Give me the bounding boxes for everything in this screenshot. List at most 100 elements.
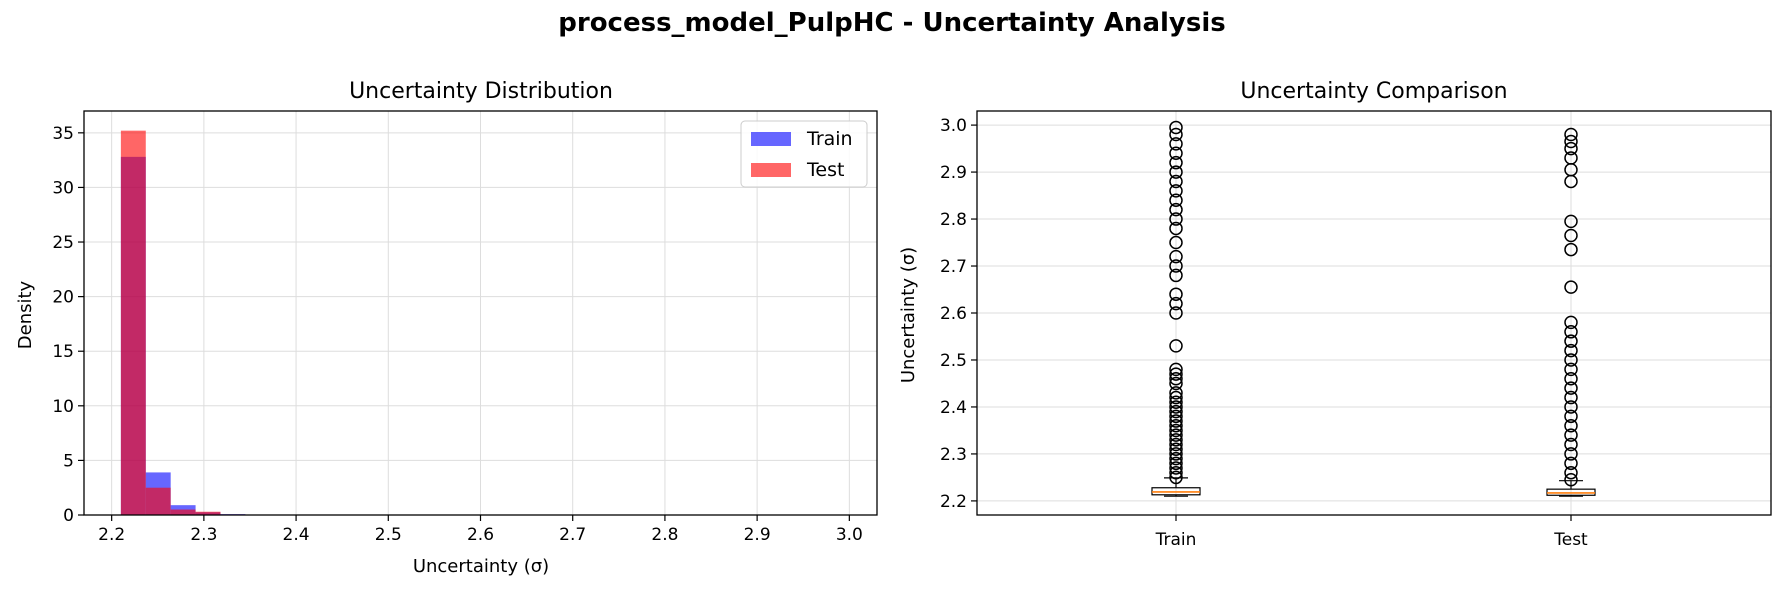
hist-ylabel: Density xyxy=(15,280,36,349)
hist-legend-label-test: Test xyxy=(806,159,844,181)
box-outlier-train xyxy=(1169,372,1183,386)
box-xtick-label-train: Train xyxy=(1155,530,1197,550)
hist-bar-test xyxy=(120,130,146,515)
box-ytick-label: 2.5 xyxy=(940,351,967,371)
box-outlier-test xyxy=(1564,127,1578,142)
box-ytick-label: 2.6 xyxy=(940,304,967,324)
hist-ytick-label: 10 xyxy=(52,397,74,417)
box-outlier-train xyxy=(1169,362,1183,377)
hist-ytick-label: 30 xyxy=(52,178,74,198)
box-ytick-label: 3.0 xyxy=(940,116,967,136)
box-outlier-train xyxy=(1169,433,1183,447)
box-outlier-train xyxy=(1169,451,1183,466)
hist-legend-label-train: Train xyxy=(806,128,853,150)
box-outlier-test xyxy=(1564,280,1578,294)
box-outlier-train xyxy=(1169,409,1183,424)
box-outlier-test xyxy=(1564,151,1578,165)
hist-ytick-label: 20 xyxy=(52,288,74,308)
box-outlier-test xyxy=(1564,418,1578,433)
box-outlier-train xyxy=(1169,120,1183,135)
hist-ytick-label: 35 xyxy=(52,124,74,144)
hist-xtick-label: 2.5 xyxy=(375,525,402,545)
box-ytick-label: 2.7 xyxy=(940,257,967,277)
hist-ytick-label: 5 xyxy=(63,451,74,471)
box-outlier-train xyxy=(1169,470,1183,485)
box-outlier-test xyxy=(1564,381,1578,395)
box-outlier-train xyxy=(1169,442,1183,456)
box-outlier-train xyxy=(1169,456,1183,471)
hist-xtick-label: 2.7 xyxy=(559,525,586,545)
box-outlier-train xyxy=(1169,423,1183,438)
box-ytick-label: 2.4 xyxy=(940,398,967,418)
hist-legend-swatch-train xyxy=(751,132,791,146)
hist-xtick-label: 2.9 xyxy=(744,525,771,545)
box-ytick-label: 2.9 xyxy=(940,163,967,183)
hist-xtick-label: 2.4 xyxy=(283,525,310,545)
box-outlier-train xyxy=(1169,428,1183,442)
box-outlier-train xyxy=(1169,268,1183,283)
box-outlier-train xyxy=(1169,386,1183,400)
box-outlier-train xyxy=(1169,146,1183,161)
box-outlier-test xyxy=(1564,242,1578,257)
hist-bar-test xyxy=(195,511,221,515)
box-outlier-train xyxy=(1169,447,1183,461)
box-outlier-test xyxy=(1564,400,1578,414)
hist-ytick-label: 25 xyxy=(52,233,74,253)
box-outlier-train xyxy=(1169,193,1183,208)
box-outlier-train xyxy=(1169,127,1183,142)
hist-title: Uncertainty Distribution xyxy=(349,79,613,104)
box-outlier-train xyxy=(1169,395,1183,410)
box-outlier-test xyxy=(1564,390,1578,405)
hist-bar-test xyxy=(170,509,196,515)
box-outlier-test xyxy=(1564,409,1578,424)
box-outlier-test xyxy=(1564,372,1578,386)
box-plot: 2.2 2.3 2.4 2.5 2.6 2.7 2.8 2.9 3.0 Train Test xyxy=(940,110,1772,550)
box-outlier-train xyxy=(1169,137,1183,151)
box-outlier-train xyxy=(1169,367,1183,381)
hist-xlabel: Uncertainty (σ) xyxy=(413,556,549,577)
box-outlier-train xyxy=(1169,306,1183,320)
hist-bar-test xyxy=(145,487,171,515)
box-outlier-test xyxy=(1564,134,1578,149)
box-ytick-label: 2.8 xyxy=(940,210,967,230)
box-outlier-test xyxy=(1564,228,1578,243)
hist-xtick-label: 3.0 xyxy=(836,525,863,545)
box-outlier-test xyxy=(1564,334,1578,348)
box-outlier-train xyxy=(1169,404,1183,419)
box-outlier-train xyxy=(1169,174,1183,189)
hist-plot: 2.2 2.3 2.4 2.5 2.6 2.7 2.8 2.9 3.0 0 5 10 15 20 25 30 3… xyxy=(52,110,878,545)
box-outlier-test xyxy=(1564,456,1578,471)
box-outlier-test xyxy=(1564,362,1578,377)
box-outlier-train xyxy=(1169,287,1183,301)
box-ytick-label: 2.3 xyxy=(940,445,967,465)
box-ytick-label: 2.2 xyxy=(940,492,967,512)
hist-xtick-label: 2.2 xyxy=(98,525,125,545)
box-outlier-train xyxy=(1169,221,1183,236)
hist-xtick-label: 2.6 xyxy=(467,525,494,545)
box-outlier-train xyxy=(1169,390,1183,405)
box-outlier-train xyxy=(1169,465,1183,480)
box-outlier-test xyxy=(1564,343,1578,358)
hist-ytick-label: 15 xyxy=(52,342,74,362)
box-title: Uncertainty Comparison xyxy=(1240,79,1507,104)
box-outlier-train xyxy=(1169,339,1183,353)
box-outlier-train xyxy=(1169,437,1183,452)
box-outlier-test xyxy=(1564,437,1578,452)
box-outlier-train xyxy=(1169,165,1183,179)
box-outlier-train xyxy=(1169,184,1183,198)
figure-suptitle: process_model_PulpHC - Uncertainty Analy… xyxy=(558,8,1226,38)
box-outlier-train xyxy=(1169,418,1183,433)
box-outlier-test xyxy=(1564,447,1578,461)
box-outlier-train xyxy=(1169,235,1183,250)
box-xtick-label-test: Test xyxy=(1553,530,1588,550)
box-outlier-train xyxy=(1169,212,1183,226)
hist-xtick-label: 2.8 xyxy=(651,525,678,545)
box-outlier-test xyxy=(1564,141,1578,156)
box-outlier-test xyxy=(1564,473,1578,487)
box-outlier-train xyxy=(1169,155,1183,170)
box-outlier-test xyxy=(1564,465,1578,480)
box-outlier-test xyxy=(1564,325,1578,339)
box-outlier-train xyxy=(1169,296,1183,311)
